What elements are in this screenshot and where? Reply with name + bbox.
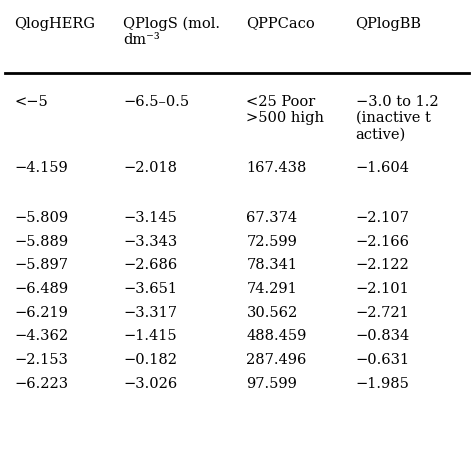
Text: −6.5–0.5: −6.5–0.5 (123, 95, 190, 109)
Text: −4.362: −4.362 (14, 329, 68, 344)
Text: QlogHERG: QlogHERG (14, 17, 95, 31)
Text: −2.153: −2.153 (14, 353, 68, 367)
Text: −3.026: −3.026 (123, 377, 177, 391)
Text: −3.343: −3.343 (123, 235, 177, 249)
Text: 488.459: 488.459 (246, 329, 307, 344)
Text: −2.686: −2.686 (123, 258, 177, 273)
Text: 97.599: 97.599 (246, 377, 297, 391)
Text: 72.599: 72.599 (246, 235, 297, 249)
Text: 78.341: 78.341 (246, 258, 298, 273)
Text: −3.145: −3.145 (123, 211, 177, 225)
Text: −6.219: −6.219 (14, 306, 68, 320)
Text: −2.721: −2.721 (356, 306, 409, 320)
Text: −1.415: −1.415 (123, 329, 177, 344)
Text: <−5: <−5 (14, 95, 48, 109)
Text: <25 Poor
>500 high: <25 Poor >500 high (246, 95, 325, 125)
Text: −2.107: −2.107 (356, 211, 410, 225)
Text: QPPCaco: QPPCaco (246, 17, 315, 31)
Text: −2.101: −2.101 (356, 282, 409, 296)
Text: −1.985: −1.985 (356, 377, 410, 391)
Text: −5.889: −5.889 (14, 235, 68, 249)
Text: QPlogS (mol.
dm⁻³: QPlogS (mol. dm⁻³ (123, 17, 220, 47)
Text: −5.809: −5.809 (14, 211, 68, 225)
Text: −0.182: −0.182 (123, 353, 177, 367)
Text: −1.604: −1.604 (356, 161, 410, 175)
Text: −3.651: −3.651 (123, 282, 177, 296)
Text: 287.496: 287.496 (246, 353, 307, 367)
Text: −0.834: −0.834 (356, 329, 410, 344)
Text: 167.438: 167.438 (246, 161, 307, 175)
Text: −2.018: −2.018 (123, 161, 177, 175)
Text: −5.897: −5.897 (14, 258, 68, 273)
Text: −3.0 to 1.2
(inactive t
active): −3.0 to 1.2 (inactive t active) (356, 95, 438, 141)
Text: −4.159: −4.159 (14, 161, 68, 175)
Text: −6.223: −6.223 (14, 377, 68, 391)
Text: 67.374: 67.374 (246, 211, 298, 225)
Text: −0.631: −0.631 (356, 353, 410, 367)
Text: −2.166: −2.166 (356, 235, 410, 249)
Text: 30.562: 30.562 (246, 306, 298, 320)
Text: 74.291: 74.291 (246, 282, 297, 296)
Text: −3.317: −3.317 (123, 306, 177, 320)
Text: QPlogBB: QPlogBB (356, 17, 421, 31)
Text: −2.122: −2.122 (356, 258, 409, 273)
Text: −6.489: −6.489 (14, 282, 68, 296)
